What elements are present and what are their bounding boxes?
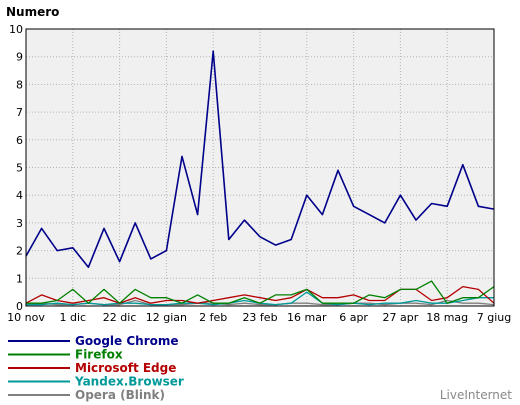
y-tick-label: 7	[16, 106, 23, 119]
x-tick-label: 1 dic	[60, 311, 87, 324]
y-tick-label: 9	[16, 51, 23, 64]
y-tick-label: 5	[16, 162, 23, 175]
y-tick-label: 4	[16, 189, 23, 202]
x-tick-label: 7 giug	[477, 311, 512, 324]
plot-border	[25, 28, 495, 307]
legend-label: Opera (Blink)	[75, 388, 165, 402]
x-tick-labels: 10 nov 1 dic 22 dic 12 gian 2 feb 23 feb 16 ma…	[7, 311, 511, 324]
x-tick-label: 10 nov	[7, 311, 45, 324]
y-tick-label: 3	[16, 217, 23, 230]
x-tick-label: 2 feb	[199, 311, 227, 324]
y-tick-label: 2	[16, 245, 23, 258]
x-tick-label: 16 mar	[287, 311, 327, 324]
x-tick-label: 12 gian	[146, 311, 187, 324]
x-tick-label: 22 dic	[103, 311, 137, 324]
x-tick-label: 18 mag	[426, 311, 468, 324]
series-lines	[25, 50, 495, 306]
y-tick-label: 1	[16, 272, 23, 285]
legend-label: Firefox	[75, 348, 123, 362]
x-tick-label: 6 apr	[339, 311, 368, 324]
y-tick-label: 10	[9, 23, 23, 36]
legend-label: Google Chrome	[75, 334, 179, 348]
series-line-google-chrome	[25, 50, 495, 269]
legend-label: Yandex.Browser	[74, 375, 184, 389]
y-tick-label: 8	[16, 78, 23, 91]
watermark: LiveInternet	[440, 388, 512, 402]
y-axis-label: Numero	[6, 5, 59, 19]
y-tick-labels: 0 1 2 3 4 5 6 7 8 9 10	[9, 23, 23, 313]
y-tick-label: 0	[16, 300, 23, 313]
x-tick-label: 27 apr	[383, 311, 419, 324]
series-line-firefox	[26, 280, 495, 304]
y-tick-label: 6	[16, 134, 23, 147]
legend-label: Microsoft Edge	[75, 361, 176, 375]
x-tick-label: 23 feb	[242, 311, 277, 324]
